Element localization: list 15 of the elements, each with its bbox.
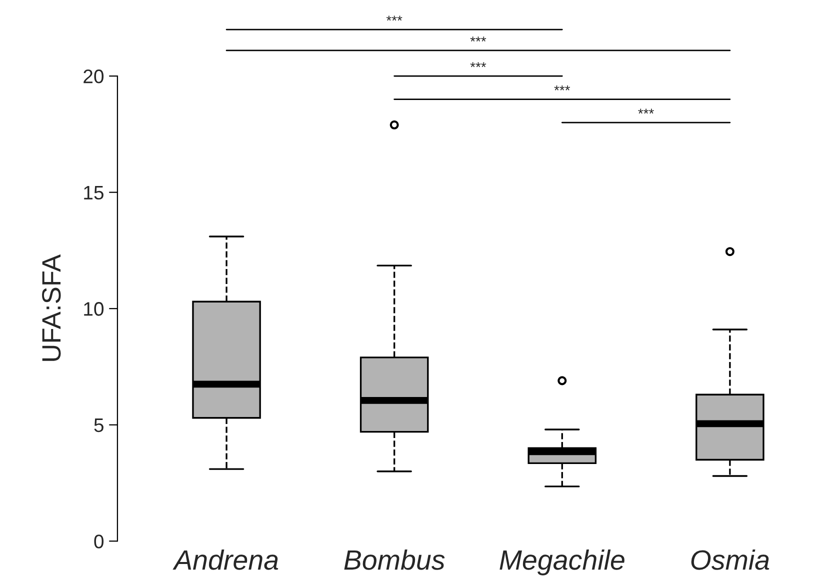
text: *** <box>386 16 402 21</box>
x-tick-label: Osmia <box>691 549 770 570</box>
x-tick-label: Bombus <box>344 549 445 570</box>
y-tick-label: 10 <box>84 302 104 316</box>
y-tick-label: 15 <box>84 186 104 200</box>
y-axis-title: UFA:SFA <box>42 254 61 361</box>
x-tick-label: Andrena <box>172 549 278 570</box>
y-tick-label: 20 <box>84 70 104 84</box>
y-tick-label: 0 <box>94 534 104 548</box>
x-tick-label: Megachile <box>500 549 624 576</box>
text: *** <box>470 62 486 68</box>
annotation: *** <box>638 108 654 114</box>
text: *** <box>470 36 486 42</box>
y-tick-label: 5 <box>94 418 104 432</box>
annotation: *** <box>554 85 570 90</box>
